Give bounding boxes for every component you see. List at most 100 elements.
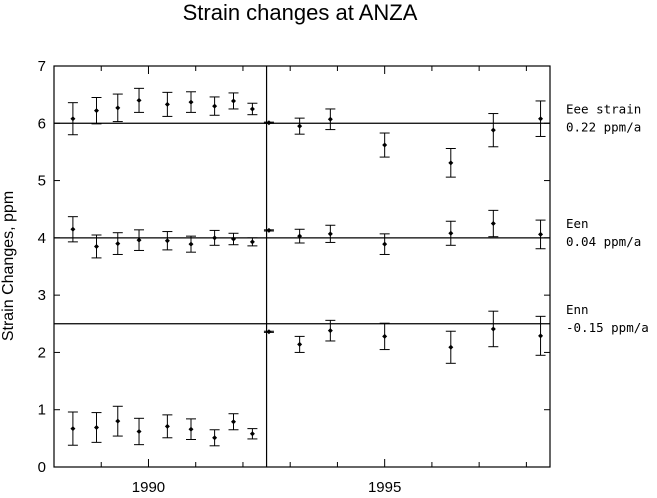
error-bar-point — [379, 233, 390, 255]
data-point — [448, 344, 454, 350]
error-bar-point — [379, 322, 390, 351]
plot-frame — [53, 65, 551, 468]
data-point — [70, 226, 76, 232]
error-bar-point — [67, 102, 78, 136]
error-bar-point — [185, 418, 196, 441]
y-axis-label: Strain Changes, ppm — [0, 191, 17, 341]
data-point — [231, 419, 237, 425]
series-label: Enn — [566, 302, 589, 317]
error-bar-point — [535, 315, 546, 356]
error-bar-point — [294, 228, 305, 244]
data-point — [70, 116, 76, 122]
data-point — [212, 435, 218, 441]
y-tick-label: 4 — [38, 230, 46, 247]
error-bar-point — [263, 329, 274, 335]
data-point — [297, 341, 303, 347]
data-point — [212, 103, 218, 109]
error-bar-point — [162, 91, 173, 117]
error-bar-point — [263, 120, 274, 126]
data-point — [327, 231, 333, 237]
data-point — [297, 123, 303, 129]
data-point — [490, 221, 496, 227]
error-bar-point — [535, 219, 546, 250]
y-tick-label: 3 — [38, 287, 46, 304]
data-point — [136, 97, 142, 103]
error-bar-point — [162, 231, 173, 251]
error-bar-point — [445, 330, 456, 364]
error-bar-point — [134, 417, 145, 446]
data-point — [448, 230, 454, 236]
data-point — [490, 127, 496, 133]
series-label: Eee strain — [566, 101, 641, 116]
data-point — [490, 326, 496, 332]
data-point — [231, 98, 237, 104]
error-bar-point — [91, 234, 102, 259]
error-bar-point — [91, 412, 102, 443]
data-point — [266, 227, 272, 233]
data-point — [249, 106, 255, 112]
error-bar-point — [134, 229, 145, 251]
error-bar-point — [488, 209, 499, 238]
error-bar-point — [112, 232, 123, 255]
y-tick-label: 1 — [38, 402, 46, 419]
y-tick-label: 5 — [38, 173, 46, 190]
series-label: -0.15 ppm/a — [566, 320, 649, 335]
data-point — [136, 428, 142, 434]
error-bar-point — [185, 235, 196, 253]
error-bar-point — [162, 414, 173, 439]
series-label: Een — [566, 216, 589, 231]
error-bar-point — [228, 232, 239, 246]
data-point — [94, 424, 100, 430]
data-point — [249, 239, 255, 245]
error-bar-point — [325, 108, 336, 131]
data-point — [327, 328, 333, 334]
x-tick-label: 1990 — [132, 479, 165, 496]
data-point — [188, 241, 194, 247]
error-bar-point — [263, 227, 274, 233]
series-label: 0.22 ppm/a — [566, 119, 641, 134]
error-bar-point — [134, 87, 145, 113]
data-point — [266, 120, 272, 126]
error-bar-point — [67, 411, 78, 446]
error-bar-point — [294, 335, 305, 353]
error-bar-point — [247, 237, 258, 247]
data-point — [382, 142, 388, 148]
data-point — [538, 231, 544, 237]
data-point — [297, 233, 303, 239]
error-bar-point — [209, 96, 220, 116]
error-bar-point — [112, 405, 123, 437]
error-bar-point — [247, 428, 258, 440]
data-point — [382, 333, 388, 339]
chart-title: Strain changes at ANZA — [183, 0, 418, 25]
x-tick-label: 1995 — [368, 479, 401, 496]
data-point — [538, 333, 544, 339]
data-point — [188, 426, 194, 432]
data-point — [115, 241, 121, 247]
y-tick-label: 7 — [38, 58, 46, 75]
data-point — [538, 116, 544, 122]
error-bar-point — [294, 117, 305, 135]
error-bar-point — [209, 429, 220, 447]
data-point — [382, 241, 388, 247]
error-bar-point — [445, 147, 456, 178]
data-point — [164, 423, 170, 429]
error-bar-point — [379, 132, 390, 158]
data-point — [327, 116, 333, 122]
data-point — [94, 108, 100, 114]
data-point — [164, 101, 170, 107]
error-bar-point — [325, 224, 336, 243]
error-bar-point — [247, 102, 258, 116]
data-point — [94, 243, 100, 249]
y-tick-label: 0 — [38, 459, 46, 476]
error-bar-point — [535, 100, 546, 137]
data-point — [212, 235, 218, 241]
error-bar-point — [488, 310, 499, 348]
error-bar-point — [325, 319, 336, 342]
error-bar-point — [185, 91, 196, 113]
y-tick-label: 2 — [38, 344, 46, 361]
error-bar-point — [112, 93, 123, 123]
error-bar-point — [228, 413, 239, 431]
error-bar-point — [445, 220, 456, 246]
error-bar-point — [228, 92, 239, 110]
